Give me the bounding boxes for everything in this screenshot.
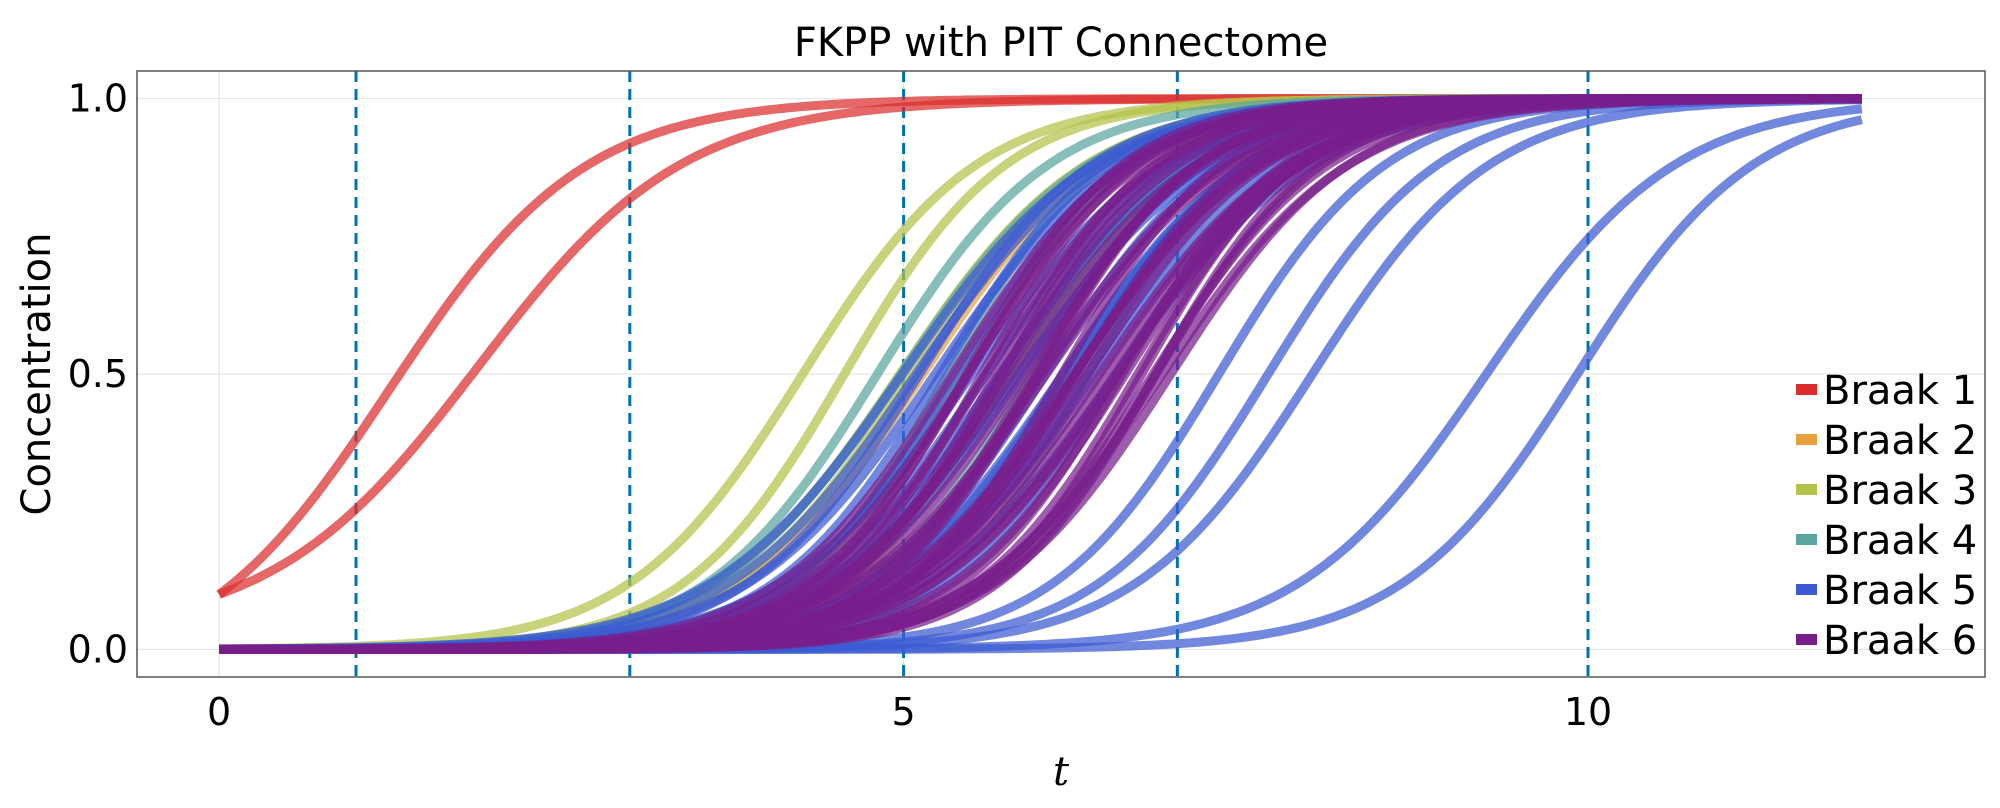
legend-item: Braak 5 (1796, 568, 1977, 614)
legend-swatch (1796, 534, 1817, 545)
series-curves (216, 94, 1863, 654)
legend-label: Braak 6 (1823, 618, 1977, 664)
x-tick-label: 0 (207, 690, 231, 734)
legend-swatch (1796, 434, 1817, 445)
chart-title: FKPP with PIT Connectome (794, 20, 1328, 66)
legend-label: Braak 5 (1823, 568, 1977, 614)
x-tick-label: 5 (891, 690, 915, 734)
legend-swatch (1796, 384, 1817, 395)
legend-item: Braak 6 (1796, 618, 1977, 664)
y-tick-label: 0.0 (68, 627, 128, 671)
y-tick-label: 0.5 (68, 352, 128, 396)
y-axis-label: Concentration (14, 233, 60, 516)
legend-label: Braak 2 (1823, 418, 1977, 464)
x-axis-label: t (1053, 749, 1070, 795)
legend-item: Braak 2 (1796, 418, 1977, 464)
plot-frame (136, 70, 1986, 678)
legend-item: Braak 4 (1796, 518, 1977, 564)
legend-swatch (1796, 584, 1817, 595)
x-tick-label: 10 (1564, 690, 1612, 734)
y-tick-labels: 0.0 0.5 1.0 (68, 77, 128, 672)
y-tick-label: 1.0 (68, 77, 128, 121)
legend-swatch (1796, 484, 1817, 495)
legend-label: Braak 4 (1823, 518, 1977, 564)
legend-label: Braak 3 (1823, 468, 1977, 514)
legend-label: Braak 1 (1823, 368, 1977, 414)
series-curve (219, 94, 1862, 654)
legend-item: Braak 3 (1796, 468, 1977, 514)
legend-item: Braak 1 (1796, 368, 1977, 414)
x-tick-labels: 0 5 10 (207, 690, 1612, 734)
series-6 (219, 94, 1862, 654)
legend-swatch (1796, 634, 1817, 645)
